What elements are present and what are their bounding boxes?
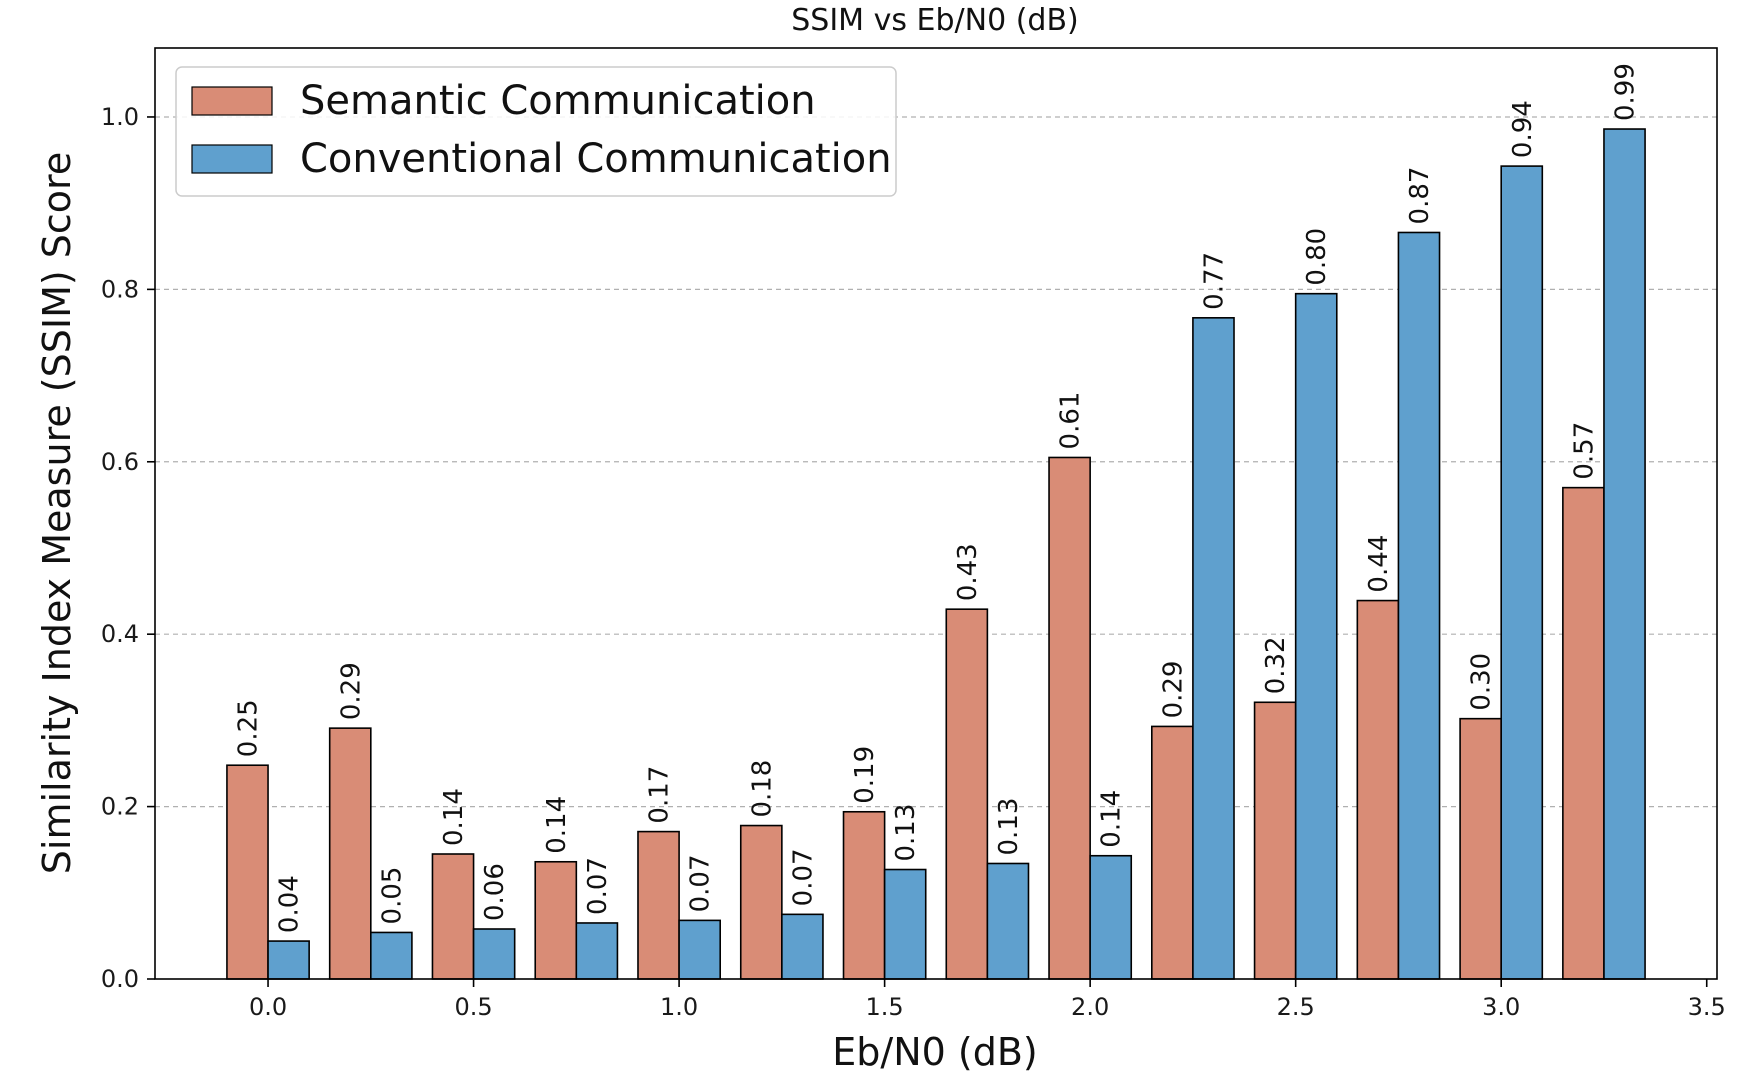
bar-label-semantic: 0.14 bbox=[439, 788, 469, 846]
bar-semantic bbox=[1562, 486, 1605, 980]
x-tick-label: 1.5 bbox=[866, 993, 904, 1021]
bar-label-semantic: 0.43 bbox=[953, 543, 983, 601]
bar-label-conventional: 0.80 bbox=[1302, 228, 1332, 286]
y-axis-ticks: 0.0 0.2 0.4 0.6 0.8 1.0 bbox=[101, 103, 155, 993]
bars bbox=[226, 128, 1646, 980]
bar-label-semantic: 0.17 bbox=[645, 766, 675, 824]
bar-label-semantic: 0.29 bbox=[1158, 661, 1188, 719]
x-tick-label: 1.0 bbox=[660, 993, 698, 1021]
bar-value-labels: 0.25 0.29 0.14 0.14 0.17 0.18 0.19 0.43 0.61 0.29… bbox=[233, 63, 1640, 933]
bar-conventional bbox=[1603, 128, 1646, 980]
bar-conventional bbox=[472, 928, 516, 980]
bar-label-semantic: 0.61 bbox=[1056, 392, 1086, 450]
legend-label-semantic: Semantic Communication bbox=[300, 78, 816, 124]
bar-conventional bbox=[575, 922, 619, 980]
x-axis-ticks: 0.0 0.5 1.0 1.5 2.0 2.5 3.0 3.5 bbox=[249, 979, 1726, 1021]
legend-label-conventional: Conventional Communication bbox=[300, 136, 892, 182]
bar-conventional bbox=[267, 940, 310, 980]
bar-conventional bbox=[1397, 231, 1441, 980]
bar-semantic bbox=[637, 830, 680, 980]
x-axis-label: Eb/N0 (dB) bbox=[832, 1030, 1037, 1074]
y-tick-label: 0.8 bbox=[101, 275, 139, 303]
bar-label-conventional: 0.14 bbox=[1097, 790, 1127, 848]
bar-label-conventional: 0.87 bbox=[1405, 167, 1435, 225]
chart-title: SSIM vs Eb/N0 (dB) bbox=[791, 3, 1078, 38]
bar-conventional bbox=[1294, 292, 1338, 980]
bar-conventional bbox=[678, 919, 721, 980]
legend-swatch-conventional bbox=[191, 144, 273, 174]
bar-label-semantic: 0.19 bbox=[850, 746, 880, 804]
bar-semantic bbox=[328, 727, 372, 980]
bar-label-conventional: 0.94 bbox=[1508, 100, 1538, 158]
bar-label-conventional: 0.07 bbox=[788, 848, 818, 906]
bar-semantic bbox=[534, 860, 578, 980]
bar-semantic bbox=[1151, 725, 1194, 980]
bar-semantic bbox=[1459, 717, 1502, 980]
bar-label-conventional: 0.77 bbox=[1199, 252, 1229, 310]
bar-semantic bbox=[431, 853, 475, 980]
bar-label-semantic: 0.44 bbox=[1364, 535, 1394, 593]
y-axis-label: Similarity Index Measure (SSIM) Score bbox=[35, 152, 79, 874]
bar-conventional bbox=[1192, 317, 1235, 980]
bar-label-conventional: 0.07 bbox=[686, 854, 716, 912]
bar-label-conventional: 0.99 bbox=[1611, 63, 1641, 121]
x-tick-label: 0.5 bbox=[454, 993, 492, 1021]
x-tick-label: 3.0 bbox=[1482, 993, 1520, 1021]
y-tick-label: 0.4 bbox=[101, 620, 139, 648]
bar-label-semantic: 0.32 bbox=[1261, 636, 1291, 694]
legend: Semantic Communication Conventional Comm… bbox=[175, 66, 897, 197]
x-tick-label: 0.0 bbox=[249, 993, 287, 1021]
bar-semantic bbox=[842, 810, 886, 980]
x-tick-label: 2.0 bbox=[1071, 993, 1109, 1021]
bar-label-semantic: 0.57 bbox=[1569, 422, 1599, 480]
bar-semantic bbox=[1253, 701, 1297, 980]
bar-label-conventional: 0.13 bbox=[994, 798, 1024, 856]
bar-label-conventional: 0.06 bbox=[480, 863, 510, 921]
bar-conventional bbox=[883, 868, 927, 980]
bar-conventional bbox=[370, 931, 413, 980]
bar-semantic bbox=[739, 824, 783, 980]
bar-label-semantic: 0.18 bbox=[747, 760, 777, 818]
bar-label-conventional: 0.07 bbox=[583, 857, 613, 915]
bar-conventional bbox=[986, 862, 1030, 980]
bar-label-semantic: 0.29 bbox=[336, 662, 366, 720]
legend-box bbox=[175, 66, 897, 197]
y-tick-label: 0.0 bbox=[101, 965, 139, 993]
y-tick-label: 0.2 bbox=[101, 793, 139, 821]
bar-conventional bbox=[781, 913, 824, 980]
bar-semantic bbox=[1356, 599, 1400, 980]
bar-conventional bbox=[1500, 165, 1544, 980]
bar-label-conventional: 0.13 bbox=[891, 804, 921, 862]
bar-semantic bbox=[1048, 456, 1091, 980]
y-tick-label: 0.6 bbox=[101, 448, 139, 476]
bar-label-semantic: 0.25 bbox=[233, 699, 263, 757]
bar-label-semantic: 0.14 bbox=[542, 796, 572, 854]
bar-semantic bbox=[226, 764, 269, 980]
bar-label-conventional: 0.05 bbox=[377, 867, 407, 925]
x-tick-label: 2.5 bbox=[1277, 993, 1315, 1021]
bar-semantic bbox=[945, 608, 989, 980]
x-tick-label: 3.5 bbox=[1688, 993, 1726, 1021]
plot-area-frame bbox=[154, 47, 1718, 980]
y-tick-label: 1.0 bbox=[101, 103, 139, 131]
bar-label-semantic: 0.30 bbox=[1467, 653, 1497, 711]
bar-conventional bbox=[1089, 854, 1133, 980]
bar-label-conventional: 0.04 bbox=[275, 875, 305, 933]
legend-swatch-semantic bbox=[191, 86, 273, 116]
